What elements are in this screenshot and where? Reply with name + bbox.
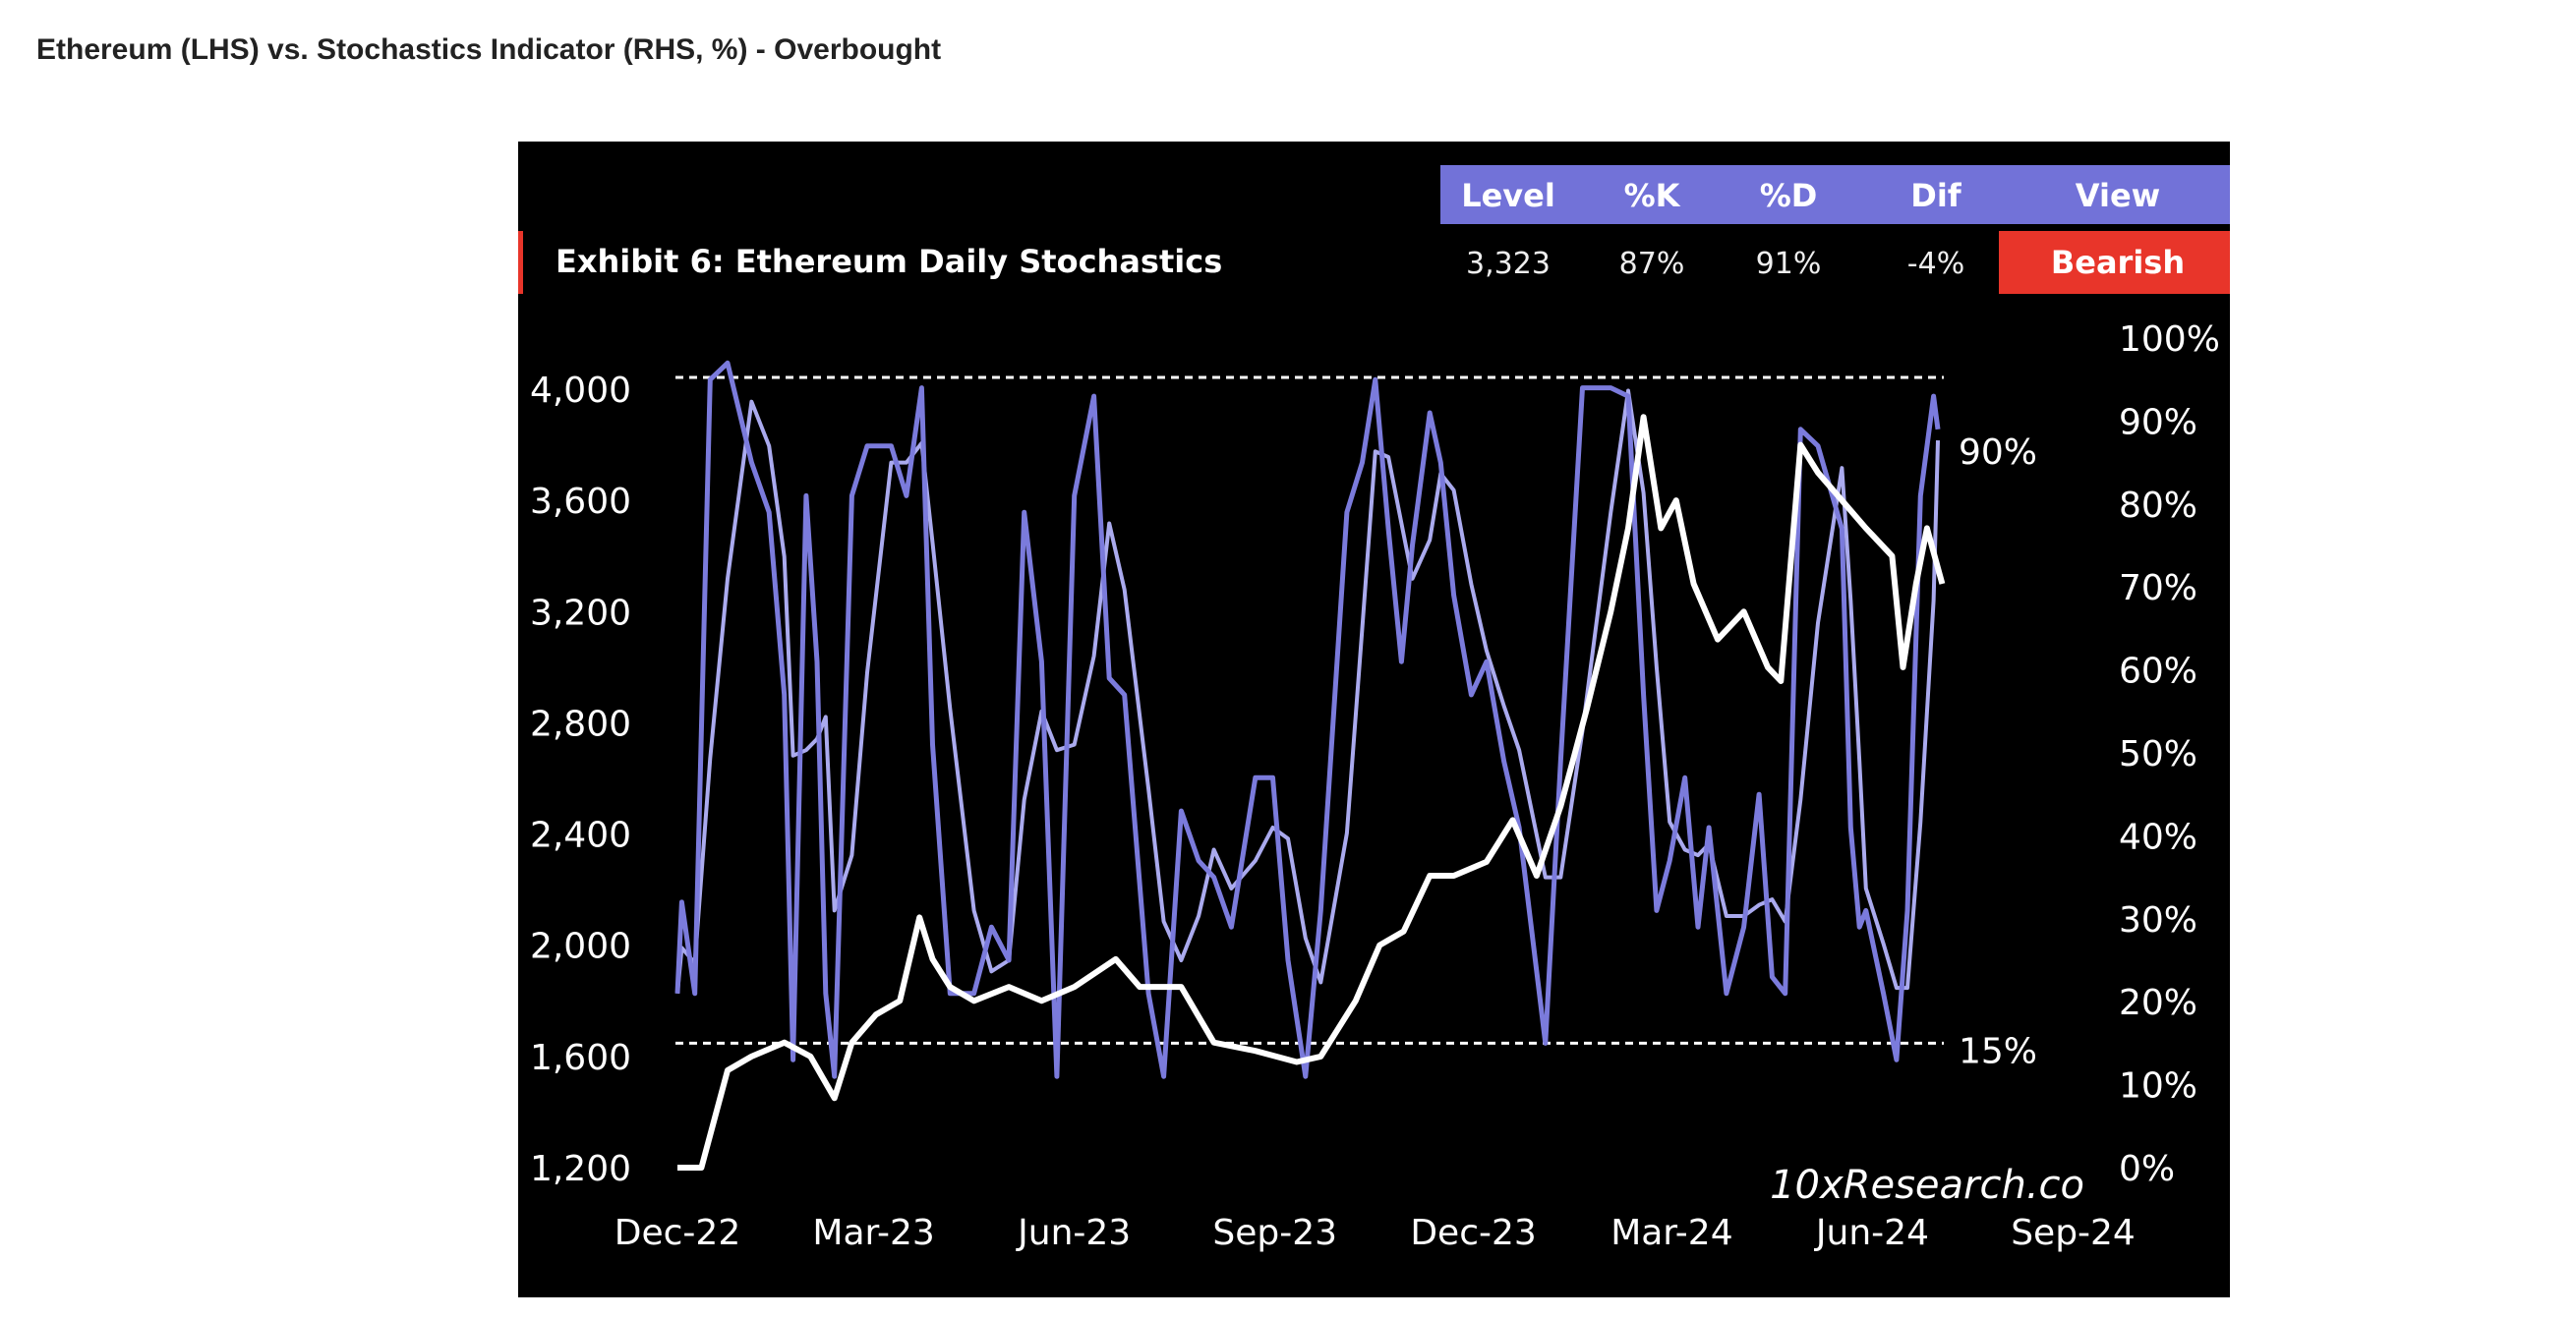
- x-tick: Jun-24: [1814, 1213, 1929, 1253]
- table-value-1: 87%: [1619, 247, 1685, 281]
- y-right-tick: 70%: [2119, 568, 2197, 608]
- y-right-tick: 60%: [2119, 652, 2197, 692]
- reference-label: 90%: [1959, 432, 2037, 473]
- watermark: 10xResearch.co: [1770, 1163, 2084, 1208]
- y-left-tick: 3,600: [530, 482, 631, 522]
- chart-area: Exhibit 6: Ethereum Daily Stochastics Le…: [518, 142, 2230, 1297]
- y-right-tick: 0%: [2119, 1149, 2175, 1189]
- y-right-tick: 30%: [2119, 900, 2197, 941]
- table-header-4: View: [2076, 177, 2160, 214]
- table-header-1: %K: [1624, 177, 1681, 214]
- table-value-3: -4%: [1907, 247, 1964, 281]
- table-value-0: 3,323: [1466, 247, 1551, 281]
- table-header-0: Level: [1461, 177, 1555, 214]
- y-left-tick: 1,200: [530, 1149, 631, 1189]
- table-value-4: Bearish: [2051, 244, 2185, 281]
- exhibit-title: Exhibit 6: Ethereum Daily Stochastics: [556, 243, 1222, 280]
- y-right-tick: 20%: [2119, 983, 2197, 1023]
- chart-svg: Exhibit 6: Ethereum Daily Stochastics Le…: [518, 165, 2230, 1253]
- x-tick: Dec-22: [615, 1213, 740, 1253]
- x-tick: Jun-23: [1016, 1213, 1131, 1253]
- y-right-tick: 80%: [2119, 486, 2197, 526]
- y-left-tick: 2,000: [530, 927, 631, 967]
- page-title: Ethereum (LHS) vs. Stochastics Indicator…: [36, 33, 942, 66]
- title-accent: [518, 231, 523, 294]
- bearish-cell: [1999, 231, 2230, 294]
- y-right-tick: 10%: [2119, 1066, 2197, 1107]
- y-right-tick: 50%: [2119, 734, 2197, 774]
- y-left-tick: 2,800: [530, 704, 631, 744]
- x-tick: Sep-24: [2011, 1213, 2136, 1253]
- y-right-tick: 40%: [2119, 817, 2197, 857]
- y-left-tick: 4,000: [530, 371, 631, 411]
- x-tick: Sep-23: [1212, 1213, 1337, 1253]
- y-left-tick: 1,600: [530, 1038, 631, 1078]
- x-tick: Mar-23: [812, 1213, 934, 1253]
- table-header-3: Dif: [1910, 177, 1962, 214]
- stochastic-k-line: [674, 360, 1941, 1079]
- ethereum-price-line: [677, 414, 1946, 1171]
- y-left-tick: 2,400: [530, 816, 631, 856]
- y-right-tick: 100%: [2119, 319, 2220, 360]
- x-tick: Dec-23: [1410, 1213, 1536, 1253]
- y-right-tick: 90%: [2119, 402, 2197, 442]
- table-header-bar: [1440, 165, 2230, 224]
- x-tick: Mar-24: [1610, 1213, 1732, 1253]
- y-left-tick: 3,200: [530, 593, 631, 633]
- table-header-2: %D: [1760, 177, 1818, 214]
- reference-label: 15%: [1959, 1031, 2037, 1071]
- table-value-2: 91%: [1756, 247, 1822, 281]
